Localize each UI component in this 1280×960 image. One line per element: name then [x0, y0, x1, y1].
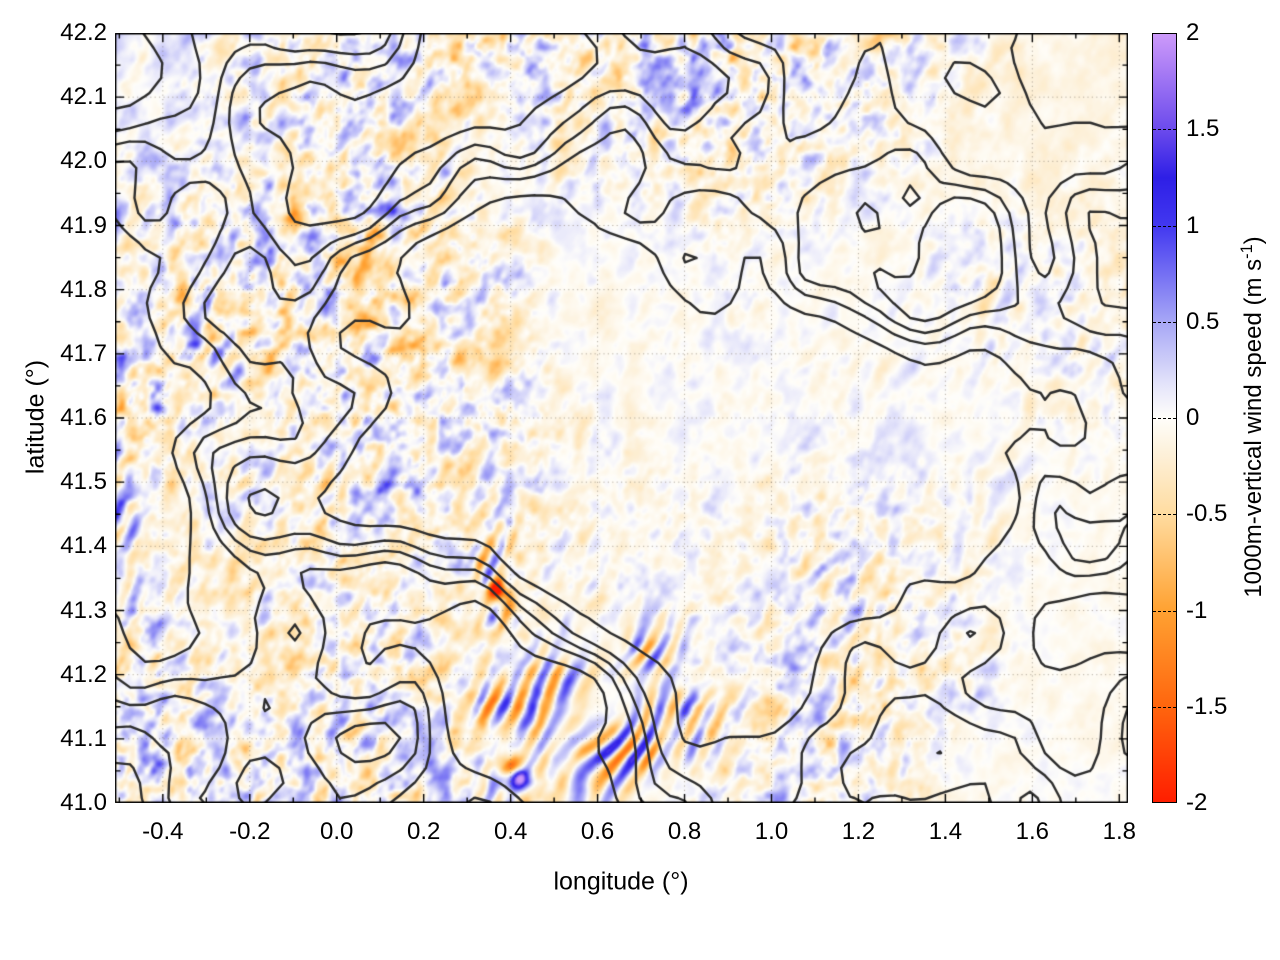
colorbar-tick-dash — [1153, 321, 1176, 323]
y-tick-label: 41.6 — [60, 404, 107, 431]
x-tick-label: 0.4 — [493, 818, 528, 845]
heatmap-canvas — [115, 33, 1128, 803]
colorbar — [1152, 33, 1177, 803]
colorbar-tick-label: 2 — [1186, 19, 1200, 46]
x-axis-label: longitude (°) — [553, 867, 689, 896]
y-tick-label: 42.1 — [60, 83, 107, 111]
colorbar-tick-dash — [1153, 514, 1176, 516]
y-tick-label: 41.4 — [60, 532, 107, 560]
y-axis-label: latitude (°) — [21, 359, 50, 475]
y-tick-label: 42.2 — [60, 19, 107, 46]
x-tick-label: 0.6 — [580, 818, 615, 845]
x-tick-label: 1.8 — [1102, 818, 1136, 845]
y-tick-label: 41.2 — [60, 660, 107, 688]
x-tick-label: 1.4 — [928, 818, 963, 845]
colorbar-label-text: 1000m-vertical wind speed (m s — [1240, 258, 1267, 598]
y-tick-label: 41.7 — [60, 339, 107, 367]
colorbar-tick-label: -2 — [1186, 789, 1208, 816]
x-tick-label: 0.0 — [320, 818, 354, 845]
colorbar-tick-label: 1.5 — [1186, 115, 1220, 143]
colorbar-tick-label: -1.5 — [1186, 692, 1228, 720]
x-tick-label: 0.8 — [667, 818, 702, 845]
x-tick-label: -0.2 — [229, 818, 271, 845]
y-tick-label: 41.1 — [60, 724, 107, 752]
x-tick-label: 1.6 — [1015, 818, 1050, 845]
colorbar-tick-dash — [1153, 610, 1176, 612]
colorbar-label: 1000m-vertical wind speed (m s-1) — [1238, 236, 1268, 597]
colorbar-tick-dash — [1153, 418, 1176, 419]
colorbar-tick-label: -1 — [1186, 596, 1208, 624]
colorbar-tick-label: -0.5 — [1186, 500, 1228, 528]
colorbar-tick-dash — [1153, 225, 1176, 227]
x-tick-label: 0.2 — [406, 818, 441, 845]
y-tick-label: 41.8 — [60, 275, 107, 303]
colorbar-tick-dash — [1153, 706, 1176, 708]
colorbar-tick-label: 1 — [1186, 211, 1200, 239]
y-tick-label: 41.0 — [60, 789, 107, 816]
colorbar-label-superscript: -1 — [1238, 244, 1256, 259]
colorbar-tick-dash — [1153, 129, 1176, 131]
x-tick-label: 1.0 — [754, 818, 789, 845]
colorbar-label-close: ) — [1240, 236, 1267, 245]
y-tick-label: 41.3 — [60, 596, 107, 624]
colorbar-tick-label: 0.5 — [1186, 307, 1220, 335]
x-tick-label: 1.2 — [841, 818, 876, 845]
y-tick-label: 41.5 — [60, 468, 107, 496]
y-tick-label: 41.9 — [60, 211, 107, 239]
colorbar-tick-label: 0 — [1186, 404, 1200, 431]
x-tick-label: -0.4 — [142, 818, 184, 845]
y-tick-label: 42.0 — [60, 147, 107, 175]
